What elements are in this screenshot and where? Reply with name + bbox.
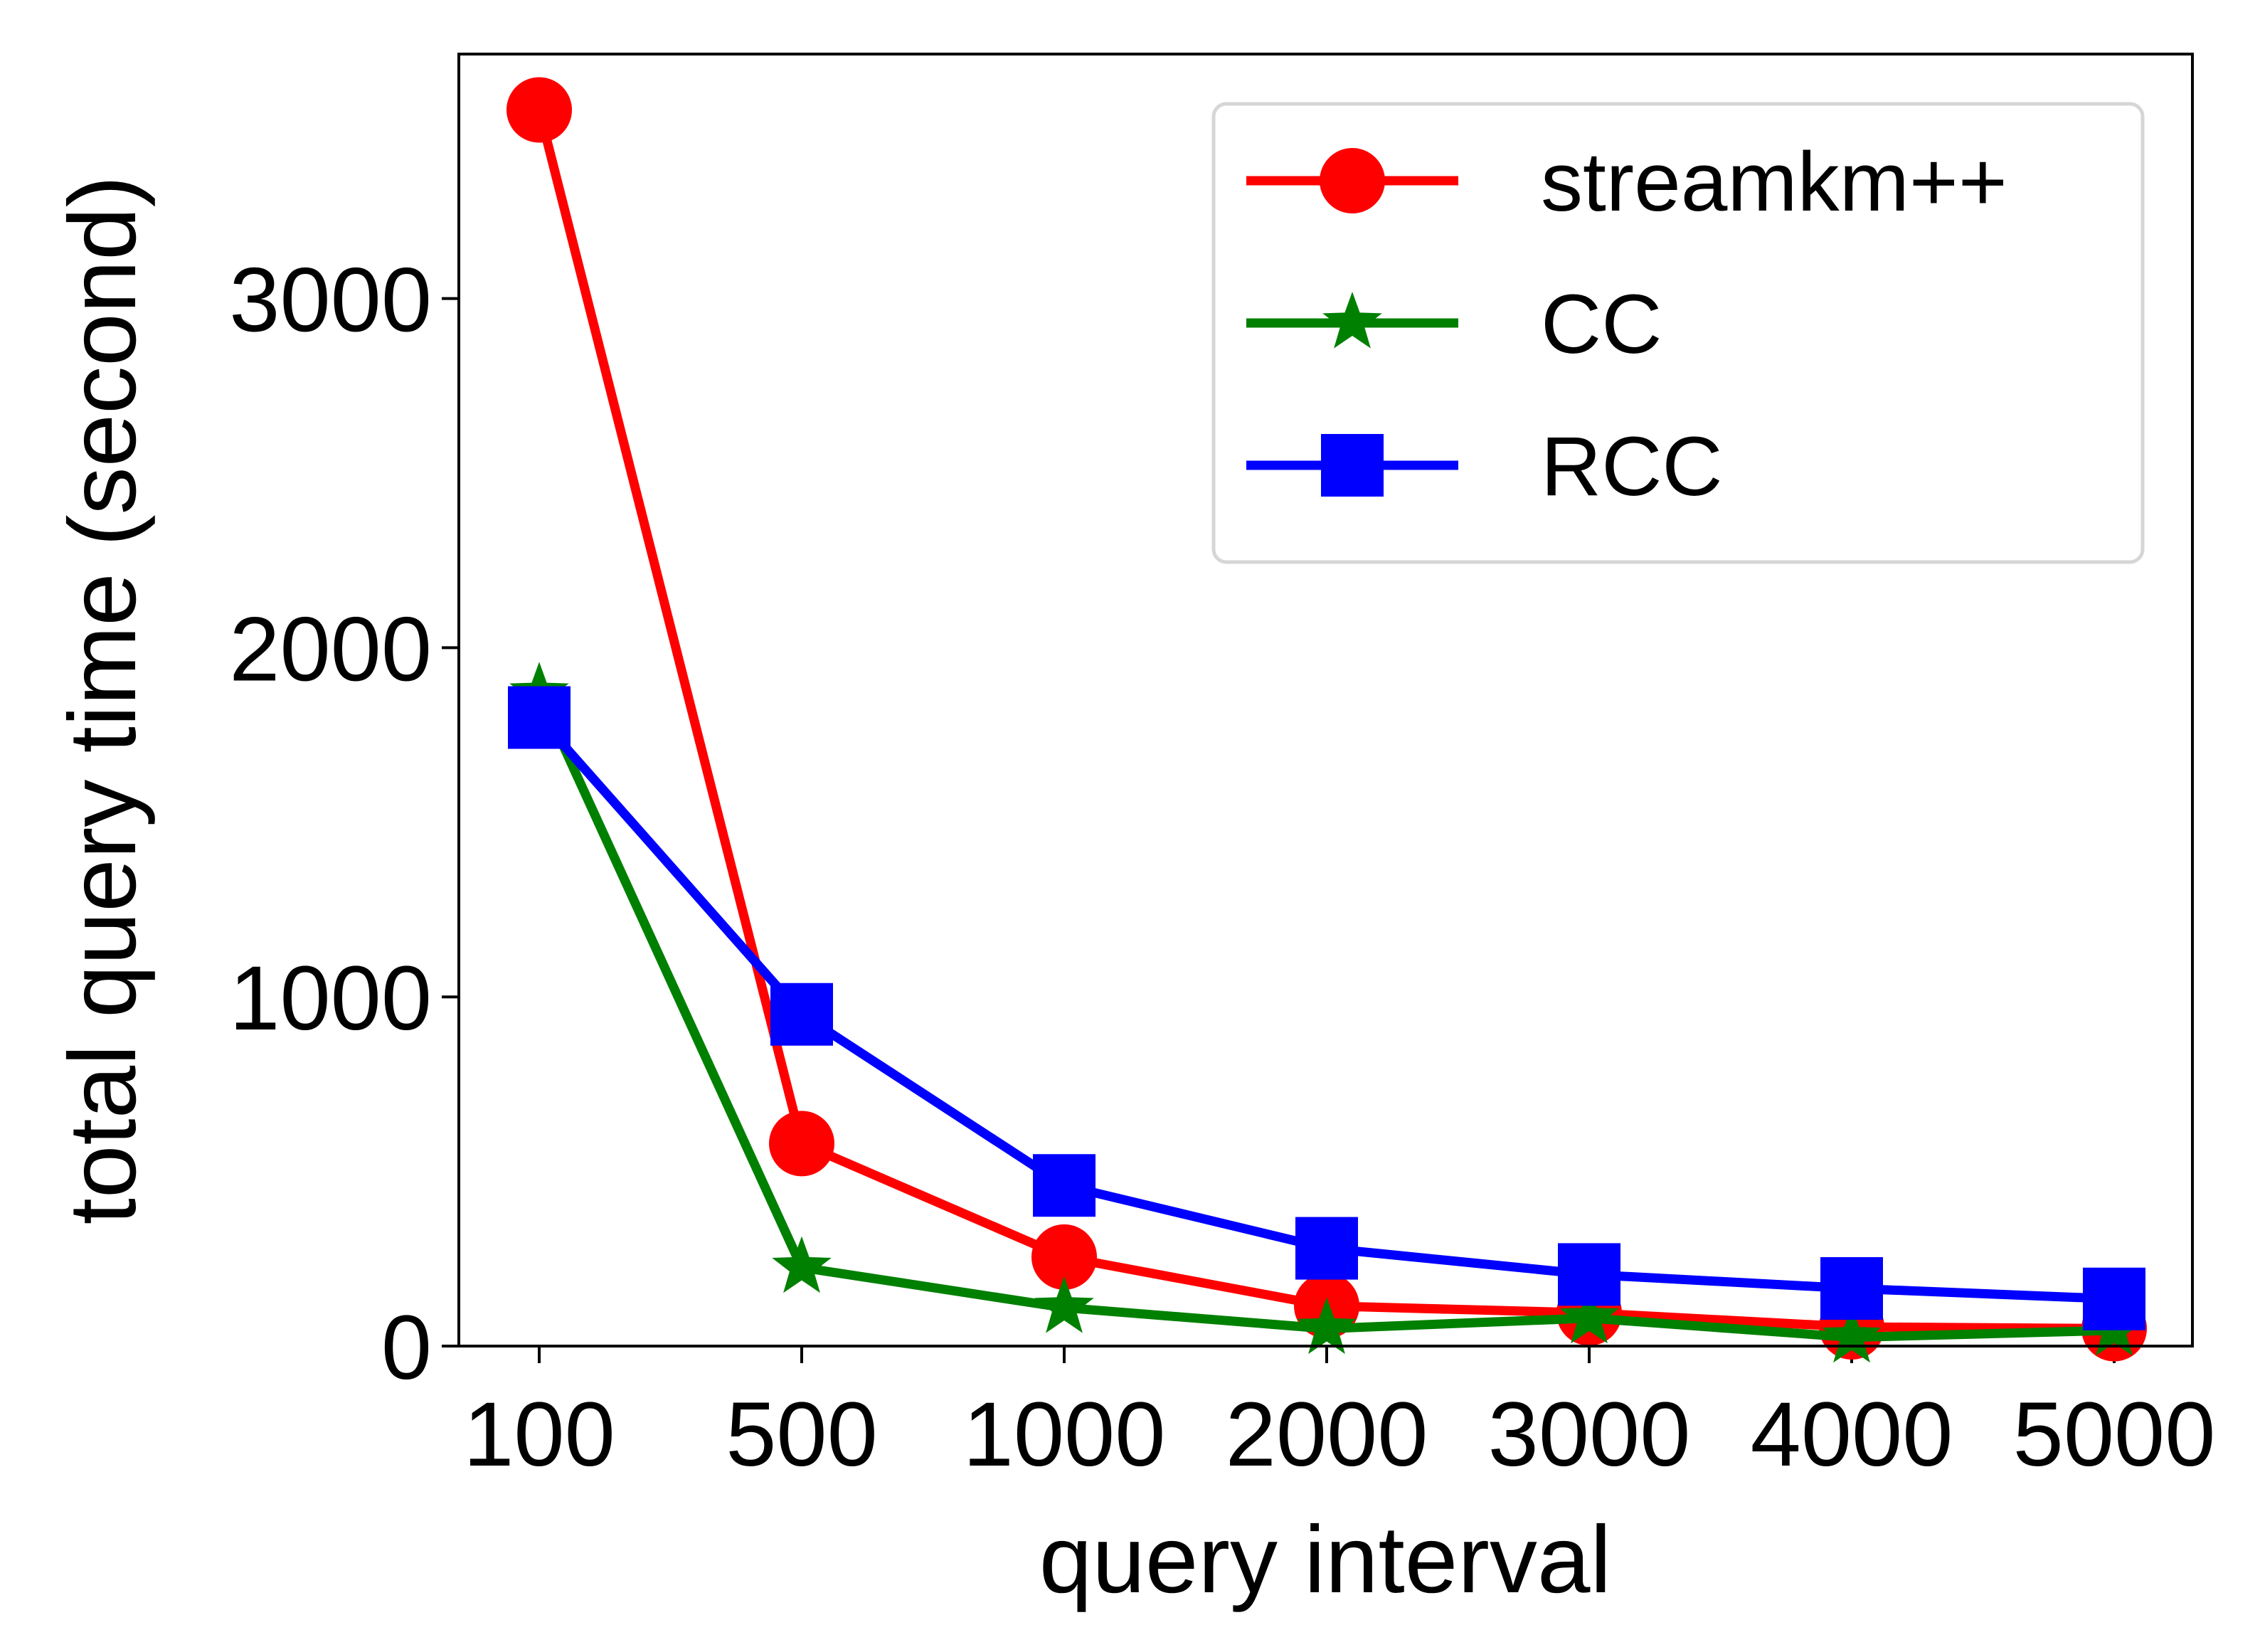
y-tick-label: 1000: [229, 948, 432, 1049]
legend-entry: streamkm++: [1246, 135, 2007, 229]
data-point: [770, 983, 833, 1046]
data-point: [2083, 1267, 2145, 1330]
legend-marker: [1322, 292, 1382, 349]
legend-entry: RCC: [1246, 420, 1723, 514]
x-tick-label: 1000: [963, 1384, 1166, 1486]
data-point: [1033, 1154, 1095, 1217]
y-tick-label: 3000: [229, 250, 432, 351]
data-point: [772, 1236, 832, 1293]
x-tick-label: 4000: [1751, 1384, 1953, 1486]
legend-label: RCC: [1541, 420, 1723, 514]
legend: streamkm++ CC RCC: [1211, 102, 2145, 564]
series-layer: [506, 77, 2147, 1363]
data-point: [1031, 1224, 1097, 1290]
data-point: [508, 686, 571, 749]
x-tick-label: 2000: [1226, 1384, 1428, 1486]
series-rcc: [508, 686, 2145, 1330]
legend-label: streamkm++: [1541, 135, 2007, 229]
y-tick-label: 0: [381, 1297, 432, 1399]
data-point: [1820, 1257, 1883, 1320]
y-tick-label: 2000: [229, 598, 432, 700]
x-tick-label: 3000: [1488, 1384, 1691, 1486]
legend-marker: [1320, 148, 1385, 213]
x-tick-label: 100: [463, 1384, 615, 1486]
x-axis-label: query interval: [1039, 1507, 1611, 1613]
legend-box: [1211, 102, 2145, 564]
x-tick-label: 5000: [2013, 1384, 2216, 1486]
data-point: [1295, 1217, 1358, 1280]
legend-marker: [1321, 434, 1384, 497]
data-point: [1822, 1306, 1882, 1363]
data-point: [1034, 1276, 1094, 1333]
legend-label: CC: [1541, 277, 1662, 371]
plot-frame: [457, 53, 2194, 1347]
data-point: [769, 1111, 834, 1177]
axis-ticks: 100 500 1000 2000 3000 4000 5000 0 1000 2000 3000: [229, 250, 2215, 1486]
y-axis-label: total query time (second): [50, 176, 156, 1225]
data-point: [1558, 1243, 1620, 1306]
legend-entries: streamkm++ CC RCC: [1246, 135, 2007, 514]
data-point: [1297, 1297, 1357, 1355]
data-point: [1559, 1286, 1619, 1344]
x-tick-label: 500: [726, 1384, 878, 1486]
legend-entry: CC: [1246, 277, 1662, 371]
data-point: [506, 77, 572, 143]
